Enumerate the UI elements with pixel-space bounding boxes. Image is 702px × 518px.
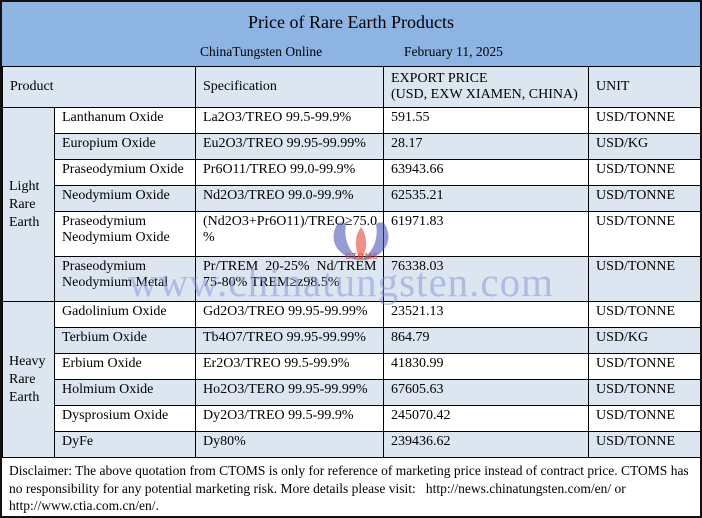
disclaimer-part1: Disclaimer: The above quotation from CTO… <box>9 463 693 496</box>
product-cell: Terbium Oxide <box>54 327 196 354</box>
unit-cell: USD/TONNE <box>588 256 700 302</box>
table-row: Light Rare Earth Lanthanum Oxide La2O3/T… <box>2 107 700 302</box>
price-cell: 864.79 <box>383 327 589 354</box>
group-label-heavy: Heavy Rare Earth <box>2 301 55 458</box>
table-row: Dysprosium Oxide Dy2O3/TREO 99.5-99.9% 2… <box>3 405 700 432</box>
product-cell: Praseodymium Oxide <box>54 159 196 186</box>
price-cell: 67605.63 <box>383 379 589 406</box>
header-product: Product <box>2 66 196 108</box>
disclaimer-text: Disclaimer: The above quotation from CTO… <box>2 458 700 516</box>
product-cell: DyFe <box>54 431 196 458</box>
spec-cell: Pr6O11/TREO 99.0-99.9% <box>195 159 384 186</box>
date-label: February 11, 2025 <box>404 44 503 59</box>
spec-cell: Er2O3/TREO 99.5-99.9% <box>195 353 384 380</box>
spec-cell: (Nd2O3+Pr6O11)/TREO≥75.0 % <box>195 211 384 257</box>
table-row: Neodymium Oxide Nd2O3/TREO 99.0-99.9% 62… <box>3 185 700 212</box>
product-cell: Praseodymium Neodymium Metal <box>54 256 196 302</box>
price-cell: 76338.03 <box>383 256 589 302</box>
unit-cell: USD/TONNE <box>588 211 700 257</box>
unit-cell: USD/KG <box>588 327 700 354</box>
title-banner: Price of Rare Earth Products ChinaTungst… <box>2 2 700 66</box>
spec-cell: La2O3/TREO 99.5-99.9% <box>195 107 384 134</box>
unit-cell: USD/TONNE <box>588 405 700 432</box>
price-cell: 245070.42 <box>383 405 589 432</box>
table-row: Holmium Oxide Ho2O3/TERO 99.95-99.99% 67… <box>3 379 700 406</box>
unit-cell: USD/TONNE <box>588 353 700 380</box>
price-cell: 63943.66 <box>383 159 589 186</box>
spec-cell: Nd2O3/TREO 99.0-99.9% <box>195 185 384 212</box>
group-label-light: Light Rare Earth <box>2 107 55 302</box>
header-unit: UNIT <box>588 66 700 108</box>
page-title: Price of Rare Earth Products <box>248 12 454 32</box>
table-row: Heavy Rare Earth Gadolinium Oxide Gd2O3/… <box>2 301 700 458</box>
product-cell: Lanthanum Oxide <box>54 107 196 134</box>
unit-cell: USD/KG <box>588 133 700 160</box>
spec-cell: Tb4O7/TREO 99.95-99.99% <box>195 327 384 354</box>
subtitle-row: ChinaTungsten Online February 11, 2025 <box>2 42 700 66</box>
unit-cell: USD/TONNE <box>588 185 700 212</box>
disclaimer-part2: or <box>611 480 630 496</box>
table-row: Praseodymium Oxide Pr6O11/TREO 99.0-99.9… <box>3 159 700 186</box>
product-cell: Erbium Oxide <box>54 353 196 380</box>
price-cell: 239436.62 <box>383 431 589 458</box>
price-table: Product Specification EXPORT PRICE (USD,… <box>2 66 700 458</box>
table-row: DyFe Dy80% 239436.62 USD/TONNE <box>3 431 700 458</box>
news-link[interactable]: http://news.chinatungsten.com/en/ <box>425 480 612 496</box>
table-header-row: Product Specification EXPORT PRICE (USD,… <box>2 66 700 108</box>
table-row: Praseodymium Neodymium Oxide (Nd2O3+Pr6O… <box>3 211 700 257</box>
product-cell: Dysprosium Oxide <box>54 405 196 432</box>
source-label: ChinaTungsten Online <box>200 44 323 59</box>
product-cell: Europium Oxide <box>54 133 196 160</box>
table-row: Terbium Oxide Tb4O7/TREO 99.95-99.99% 86… <box>3 327 700 354</box>
ctia-link[interactable]: http://www.ctia.com.cn/en/ <box>9 498 156 513</box>
spec-cell: Pr/TREM 20-25% Nd/TREM 75-80% TREM≥z98.5… <box>195 256 384 302</box>
product-cell: Holmium Oxide <box>54 379 196 406</box>
table-row: Praseodymium Neodymium Metal Pr/TREM 20-… <box>3 256 700 302</box>
price-cell: 62535.21 <box>383 185 589 212</box>
header-export-price: EXPORT PRICE (USD, EXW XIAMEN, CHINA) <box>383 66 589 108</box>
spec-cell: Ho2O3/TERO 99.95-99.99% <box>195 379 384 406</box>
price-cell: 23521.13 <box>383 301 589 328</box>
spec-cell: Dy2O3/TREO 99.5-99.9% <box>195 405 384 432</box>
product-cell: Praseodymium Neodymium Oxide <box>54 211 196 257</box>
table-row: Erbium Oxide Er2O3/TREO 99.5-99.9% 41830… <box>3 353 700 380</box>
product-cell: Gadolinium Oxide <box>54 301 196 328</box>
price-cell: 591.55 <box>383 107 589 134</box>
price-cell: 28.17 <box>383 133 589 160</box>
price-cell: 61971.83 <box>383 211 589 257</box>
spec-cell: Gd2O3/TREO 99.95-99.99% <box>195 301 384 328</box>
spec-cell: Dy80% <box>195 431 384 458</box>
spec-cell: Eu2O3/TREO 99.95-99.99% <box>195 133 384 160</box>
price-cell: 41830.99 <box>383 353 589 380</box>
unit-cell: USD/TONNE <box>588 107 700 134</box>
unit-cell: USD/TONNE <box>588 379 700 406</box>
table-row: Europium Oxide Eu2O3/TREO 99.95-99.99% 2… <box>3 133 700 160</box>
header-price-line1: EXPORT PRICE <box>391 71 488 86</box>
unit-cell: USD/TONNE <box>588 159 700 186</box>
unit-cell: USD/TONNE <box>588 431 700 458</box>
disclaimer-part3: . <box>155 498 159 513</box>
header-price-line2: (USD, EXW XIAMEN, CHINA) <box>391 87 578 102</box>
product-cell: Neodymium Oxide <box>54 185 196 212</box>
unit-cell: USD/TONNE <box>588 301 700 328</box>
header-specification: Specification <box>195 66 384 108</box>
